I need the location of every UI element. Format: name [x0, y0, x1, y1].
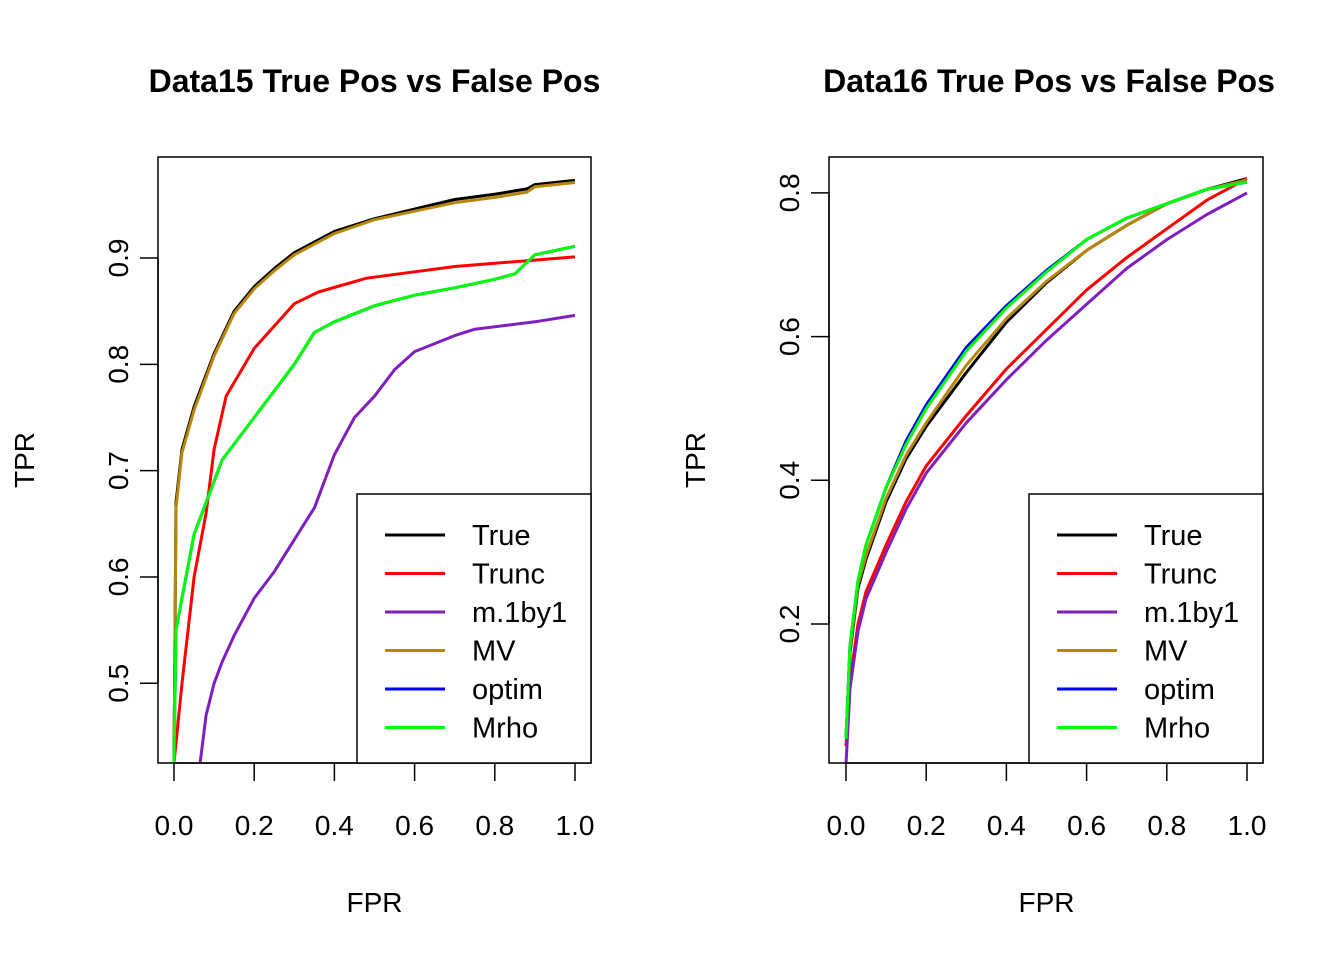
- series-lines: [844, 177, 1248, 763]
- x-tick-label: 0.4: [987, 810, 1026, 841]
- legend-box: [356, 493, 592, 764]
- legend-label: True: [472, 520, 531, 552]
- series-line-m.1by1: [198, 313, 576, 763]
- chart-title: Data15 True Pos vs False Pos: [149, 63, 601, 99]
- y-axis-label: TPR: [9, 432, 40, 488]
- legend-box: [1028, 493, 1264, 764]
- legend: True Trunc m.1by1 MV optim Mrho: [356, 493, 592, 764]
- legend-label: True: [1144, 520, 1203, 552]
- x-tick-label: 0.8: [1147, 810, 1186, 841]
- series-line-Mrho: [844, 180, 1248, 739]
- legend-label: m.1by1: [472, 597, 567, 629]
- legend-label: Trunc: [472, 559, 545, 591]
- y-axis-label: TPR: [680, 432, 711, 488]
- x-tick-label: 1.0: [556, 810, 595, 841]
- series-line-MV: [172, 181, 576, 763]
- legend-label: optim: [1144, 674, 1215, 706]
- legend-label: MV: [472, 636, 516, 668]
- y-tick-label: 0.5: [103, 664, 134, 703]
- chart-title: Data16 True Pos vs False Pos: [823, 63, 1275, 99]
- x-tick-label: 0.6: [1067, 810, 1106, 841]
- series-line-m.1by1: [844, 191, 1248, 763]
- y-tick-label: 0.7: [103, 451, 134, 490]
- legend-label: Trunc: [1144, 559, 1217, 591]
- x-tick-label: 0.0: [827, 810, 866, 841]
- legend-label: Mrho: [472, 713, 538, 745]
- x-axis-label: FPR: [347, 887, 403, 918]
- series-line-Trunc: [172, 255, 576, 763]
- x-tick-label: 0.2: [235, 810, 274, 841]
- y-tick-label: 0.6: [774, 317, 805, 356]
- legend: True Trunc m.1by1 MV optim Mrho: [1028, 493, 1264, 764]
- series-line-Trunc: [844, 177, 1248, 747]
- series-line-Mrho: [172, 244, 576, 763]
- legend-label: optim: [472, 674, 543, 706]
- legend-label: Mrho: [1144, 713, 1210, 745]
- x-tick-label: 0.4: [315, 810, 354, 841]
- x-axis-label: FPR: [1019, 887, 1075, 918]
- panel-1: Data15 True Pos vs False Pos 0.0 0.2 0.4 0.6…: [9, 63, 600, 918]
- series-lines: [172, 178, 576, 763]
- y-tick-label: 0.4: [774, 461, 805, 500]
- x-tick-label: 0.2: [907, 810, 946, 841]
- y-tick-label: 0.6: [103, 557, 134, 596]
- x-tick-label: 1.0: [1228, 810, 1267, 841]
- y-tick-label: 0.9: [103, 239, 134, 278]
- y-tick-label: 0.8: [103, 345, 134, 384]
- y-tick-label: 0.2: [774, 605, 805, 644]
- x-tick-label: 0.6: [395, 810, 434, 841]
- x-tick-label: 0.8: [475, 810, 514, 841]
- y-tick-label: 0.8: [774, 173, 805, 212]
- x-tick-label: 0.0: [155, 810, 194, 841]
- legend-label: m.1by1: [1144, 597, 1239, 629]
- legend-label: MV: [1144, 636, 1188, 668]
- panel-2: Data16 True Pos vs False Pos 0.0 0.2 0.4 0.6…: [680, 63, 1275, 918]
